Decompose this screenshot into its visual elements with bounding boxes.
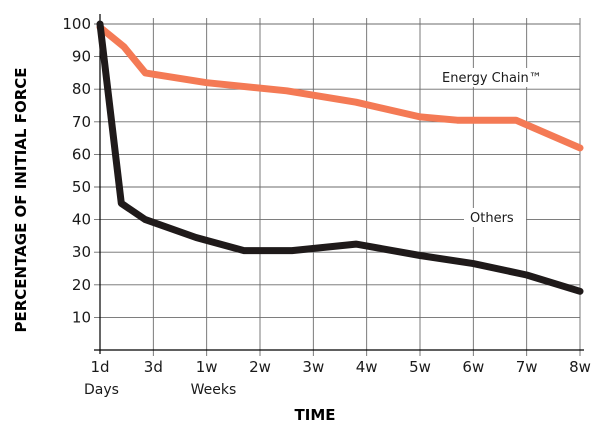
axes: [94, 14, 584, 354]
x-tick-label: 4w: [356, 358, 378, 376]
series-line-others: [96, 20, 584, 295]
y-tick-label: 50: [72, 178, 91, 196]
series-label-background: [436, 68, 574, 87]
y-tick-label: 90: [72, 48, 91, 66]
y-axis-ticks: 10 20 30 40 50 60 70 80 90 100: [62, 15, 91, 326]
series-label: Energy Chain™: [442, 71, 542, 86]
x-sublabel: Days: [84, 382, 119, 398]
series-labels: Energy Chain™ Others: [436, 68, 574, 227]
x-tick-label: 2w: [249, 358, 271, 376]
y-tick-label: 100: [62, 15, 91, 33]
y-tick-label: 40: [72, 211, 91, 229]
x-axis-ticks: 1d 3d 1w 2w 3w 4w 5w 6w 7w 8w: [90, 358, 590, 376]
x-tick-label: 8w: [569, 358, 591, 376]
x-tick-label: 6w: [462, 358, 484, 376]
x-tick-label: 1w: [196, 358, 218, 376]
x-tick-label: 5w: [409, 358, 431, 376]
series-label: Others: [470, 211, 514, 226]
y-tick-label: 20: [72, 276, 91, 294]
series-line-energy-chain: [96, 23, 584, 152]
y-axis-title: PERCENTAGE OF INITIAL FORCE: [12, 68, 30, 333]
x-axis-sublabels: Days Weeks: [84, 382, 236, 398]
y-tick-label: 30: [72, 243, 91, 261]
x-axis-title: TIME: [295, 406, 336, 424]
y-tick-label: 60: [72, 145, 91, 163]
x-tick-label: 3w: [302, 358, 324, 376]
y-tick-label: 10: [72, 308, 91, 326]
y-tick-label: 70: [72, 113, 91, 131]
x-sublabel: Weeks: [191, 382, 237, 398]
series-lines: [96, 20, 584, 295]
x-tick-label: 7w: [516, 358, 538, 376]
series-label-background: [464, 208, 526, 227]
x-tick-label: 3d: [144, 358, 163, 376]
y-tick-label: 80: [72, 80, 91, 98]
x-tick-label: 1d: [90, 358, 109, 376]
